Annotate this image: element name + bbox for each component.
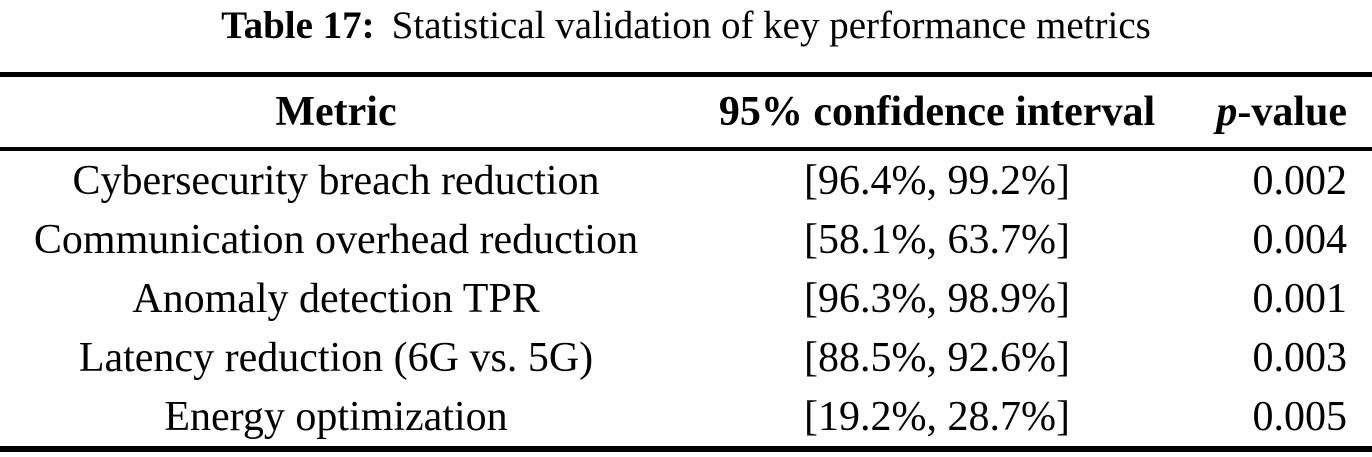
p-value-rest: -value	[1237, 89, 1347, 135]
p-value-cell: 0.004	[1252, 216, 1348, 263]
p-value-cell: 0.001	[1252, 275, 1348, 322]
confidence-interval-cell: [19.2%, 28.7%]	[804, 393, 1070, 440]
column-header-metric: Metric	[0, 74, 672, 151]
confidence-interval-cell: [96.3%, 98.9%]	[804, 275, 1070, 322]
metric-cell: Cybersecurity breach reduction	[72, 157, 600, 204]
table-row: Anomaly detection TPR [96.3%, 98.9%] 0.0…	[0, 269, 1372, 328]
column-header-confidence-interval: 95% confidence interval	[672, 74, 1202, 151]
confidence-interval-cell: [96.4%, 99.2%]	[804, 157, 1070, 204]
table-caption: Table 17: Statistical validation of key p…	[0, 0, 1372, 48]
column-header-p-value: p-value	[1202, 74, 1372, 151]
p-value-cell: 0.003	[1252, 334, 1348, 381]
p-value-cell: 0.005	[1252, 393, 1348, 440]
header-row: Metric 95% confidence interval p-value	[0, 74, 1372, 151]
statistical-validation-table: Metric 95% confidence interval p-value C…	[0, 72, 1372, 452]
confidence-interval-cell: [58.1%, 63.7%]	[804, 216, 1070, 263]
confidence-interval-cell: [88.5%, 92.6%]	[804, 334, 1070, 381]
table-caption-text: Statistical validation of key performanc…	[391, 4, 1151, 47]
p-value-cell: 0.002	[1252, 157, 1348, 204]
p-value-italic-p: p	[1216, 89, 1238, 135]
table-row: Communication overhead reduction [58.1%,…	[0, 210, 1372, 269]
metric-cell: Communication overhead reduction	[33, 216, 639, 263]
table-body: Cybersecurity breach reduction [96.4%, 9…	[0, 149, 1372, 449]
metric-cell: Anomaly detection TPR	[132, 275, 540, 322]
table-row: Energy optimization [19.2%, 28.7%] 0.005	[0, 387, 1372, 449]
table-row: Cybersecurity breach reduction [96.4%, 9…	[0, 149, 1372, 210]
metric-cell: Latency reduction (6G vs. 5G)	[78, 334, 594, 381]
metric-cell: Energy optimization	[164, 393, 508, 440]
table-row: Latency reduction (6G vs. 5G) [88.5%, 92…	[0, 328, 1372, 387]
table-header: Metric 95% confidence interval p-value	[0, 74, 1372, 151]
table-caption-label: Table 17:	[221, 4, 375, 47]
